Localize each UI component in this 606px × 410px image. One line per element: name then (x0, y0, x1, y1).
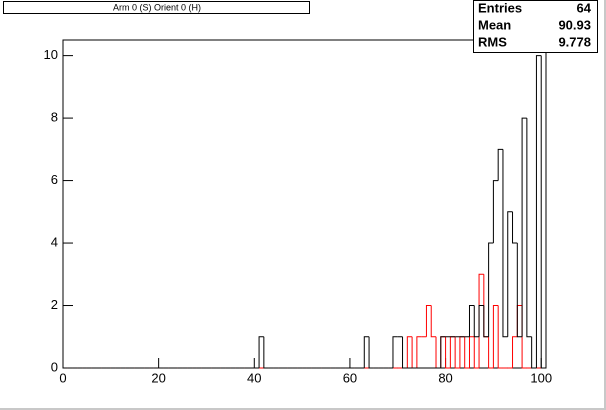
histogram-bin (473, 305, 480, 338)
histogram-bin (468, 305, 475, 337)
chart-title: Arm 0 (S) Orient 0 (H) (113, 2, 201, 12)
histogram-bin (368, 336, 374, 369)
y-tick-label: 4 (51, 234, 58, 249)
x-tick-label: 40 (247, 370, 261, 385)
histogram-bin (531, 336, 537, 369)
histogram-bin (492, 180, 499, 244)
histogram-bin (406, 336, 413, 368)
histogram-bin (402, 336, 408, 369)
histogram-bin (430, 305, 437, 338)
histogram-bin (507, 211, 513, 337)
stats-label: RMS (478, 34, 507, 49)
y-tick-label: 8 (51, 110, 58, 125)
histogram-bin (478, 305, 484, 337)
histogram-bin (512, 211, 518, 244)
histogram-bin (454, 336, 460, 369)
histogram-bin (473, 336, 480, 369)
histogram-bin (483, 305, 489, 338)
stats-label: Entries (478, 0, 522, 15)
x-tick-label: 0 (59, 370, 66, 385)
stats-box (473, 0, 598, 53)
y-tick-label: 0 (51, 359, 58, 374)
histogram-bin (488, 242, 494, 337)
histogram-bin (392, 336, 398, 368)
histogram-bin (440, 336, 446, 368)
histogram-bin (445, 336, 451, 369)
stats-value: 64 (577, 0, 592, 15)
x-tick-label: 20 (151, 370, 165, 385)
x-tick-label: 100 (530, 370, 552, 385)
histogram-bin (535, 55, 542, 368)
histogram-bin (258, 336, 264, 368)
histogram-bin (526, 118, 532, 338)
stats-value: 9.778 (558, 34, 591, 49)
x-tick-label: 60 (343, 370, 357, 385)
histogram-bin (502, 149, 508, 338)
histogram-bin (425, 305, 432, 337)
histogram-bin (416, 336, 422, 368)
histogram-bin (512, 336, 518, 368)
histogram-bin (516, 243, 523, 338)
histogram-bin (497, 305, 503, 369)
histogram-bin (521, 117, 527, 337)
histogram-bin (263, 336, 269, 369)
title-box (3, 1, 310, 14)
y-tick-label: 10 (44, 47, 58, 62)
histogram-bin (492, 305, 499, 368)
y-tick-label: 2 (51, 297, 58, 312)
histogram-bin (497, 148, 503, 181)
x-tick-label: 80 (438, 370, 452, 385)
histogram-bin (488, 336, 494, 369)
histogram-bin (363, 336, 370, 368)
histogram-bin (464, 336, 470, 369)
histogram-bin (540, 55, 546, 369)
stats-label: Mean (478, 17, 511, 32)
stats-value: 90.93 (558, 17, 591, 32)
y-tick-label: 6 (51, 172, 58, 187)
